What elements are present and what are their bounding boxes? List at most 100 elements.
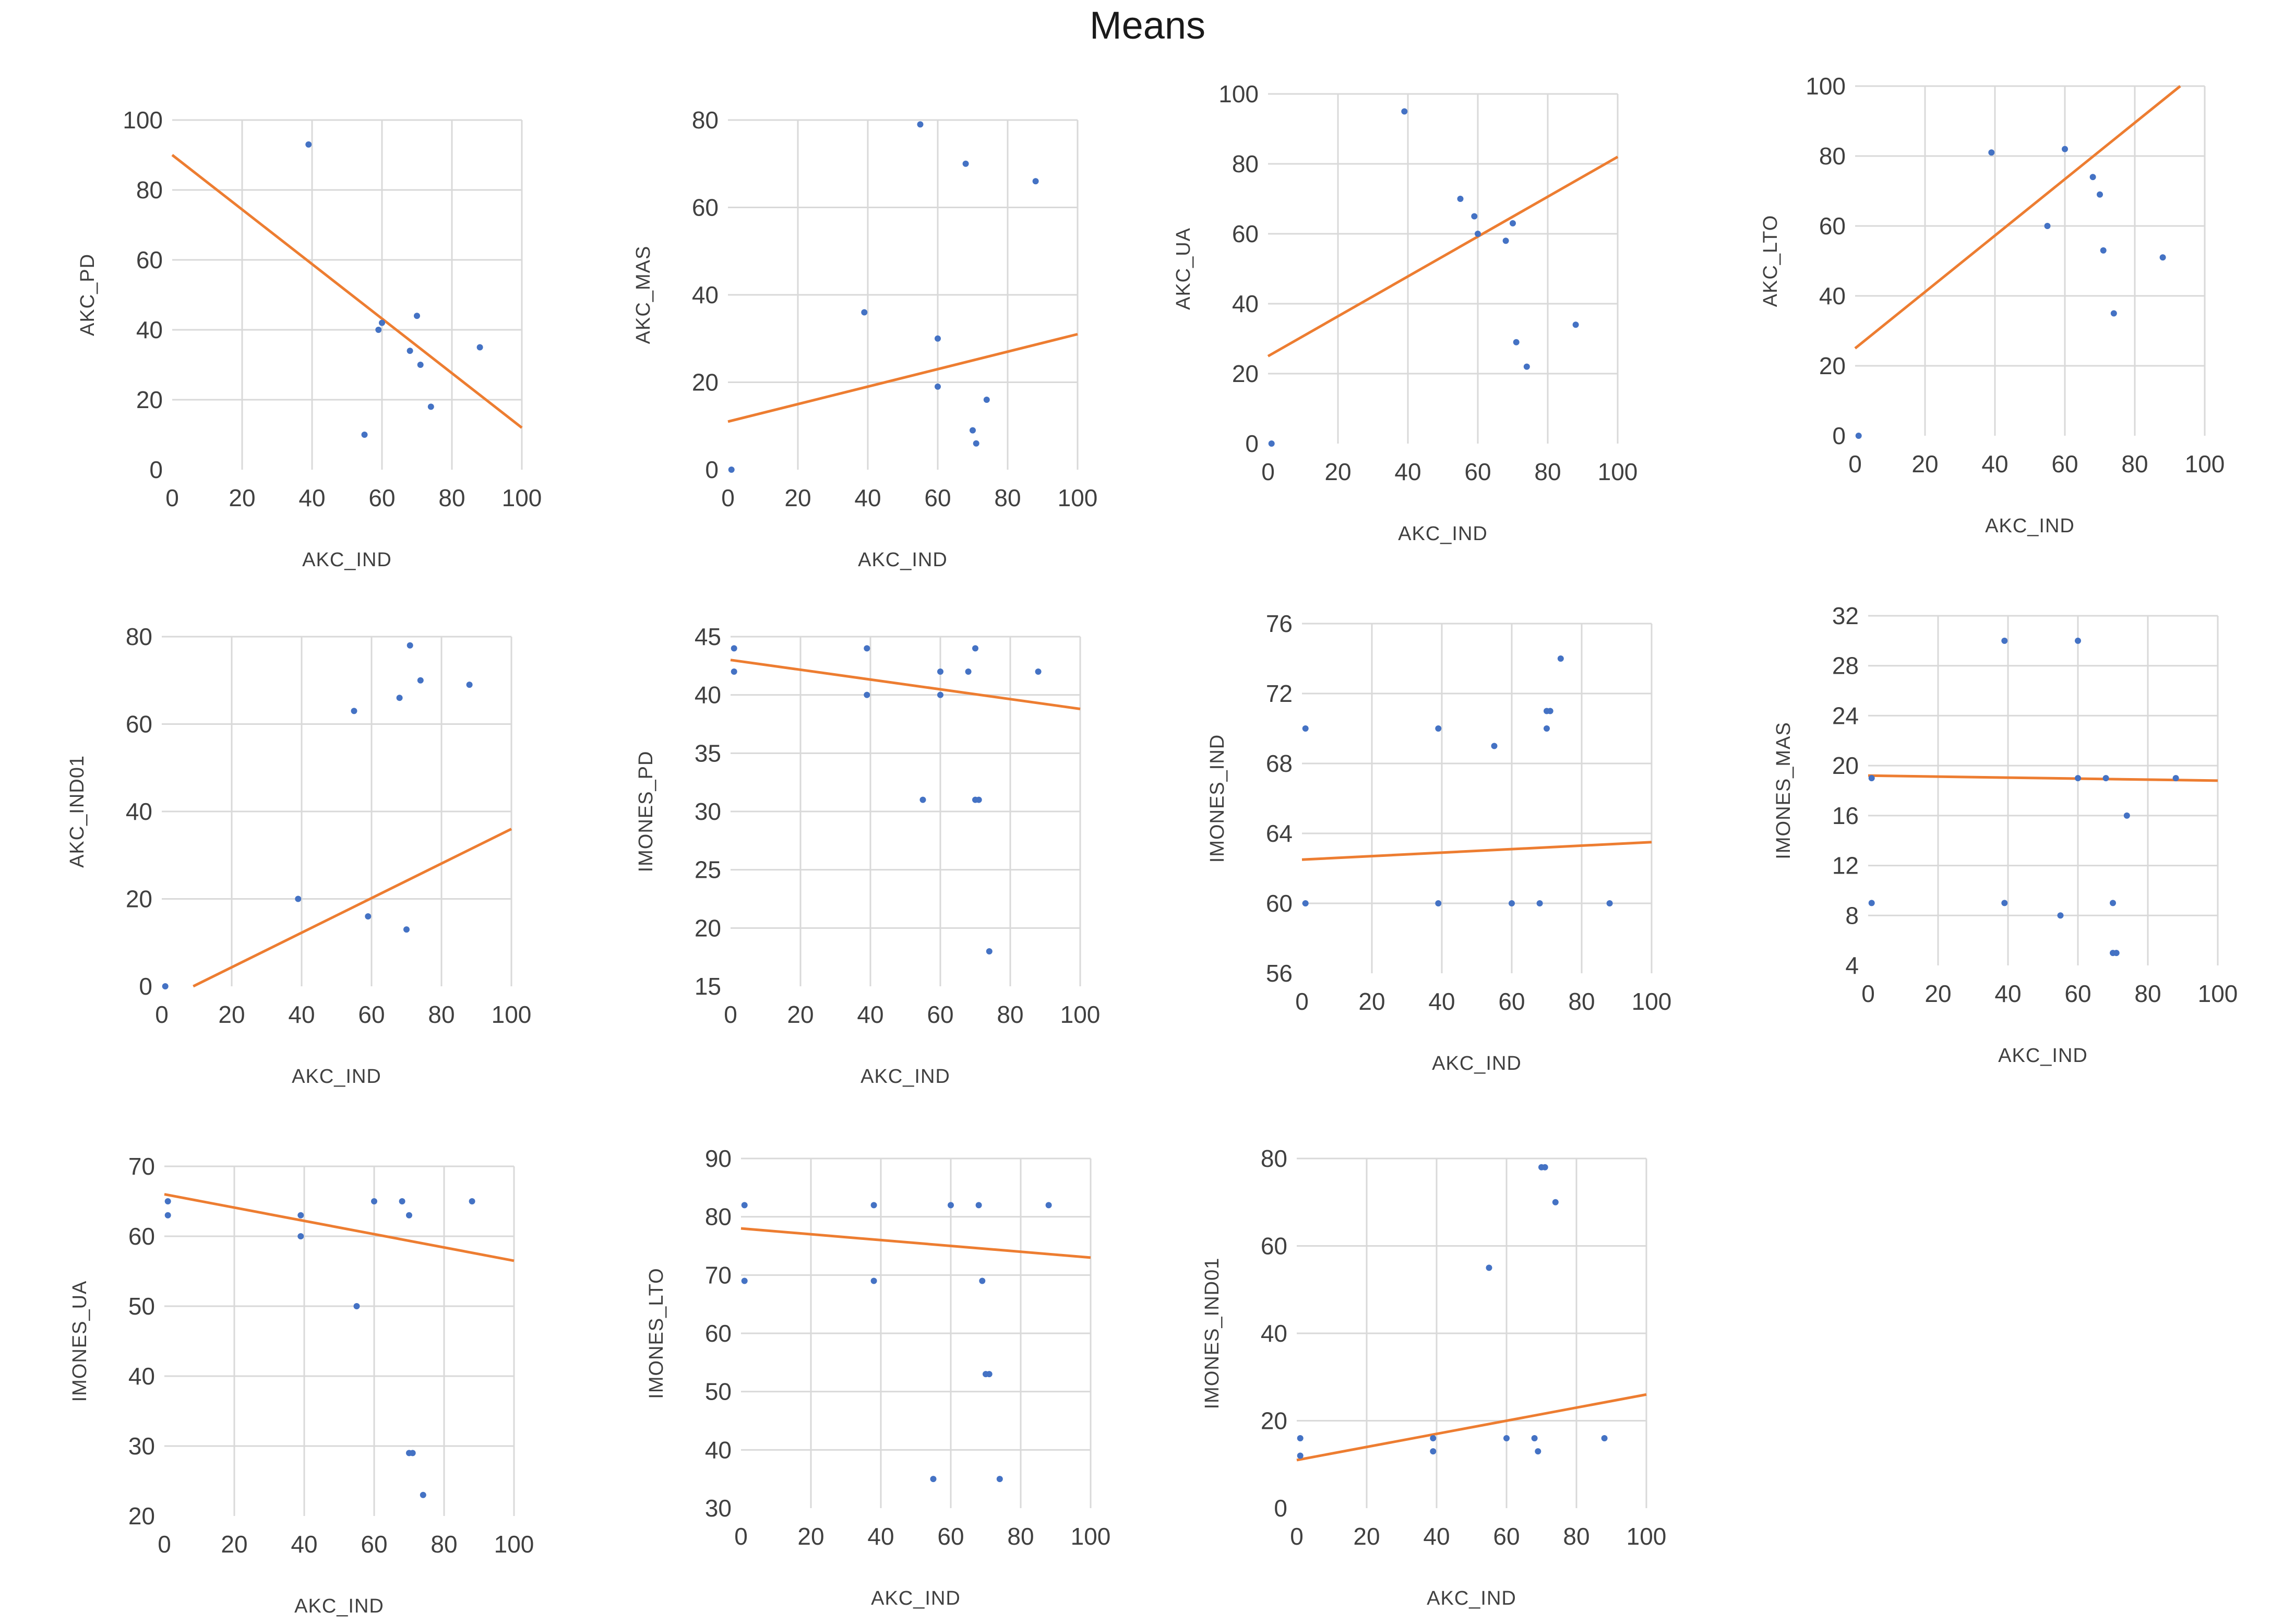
data-point — [1503, 1435, 1510, 1441]
trendline — [1267, 156, 1619, 357]
y-tick-label: 60 — [1266, 890, 1293, 917]
data-point — [399, 1198, 405, 1204]
data-point — [1491, 743, 1498, 749]
y-tick-label: 0 — [705, 456, 719, 483]
x-tick-label: 80 — [1563, 1523, 1589, 1550]
x-tick-label: 80 — [2134, 980, 2161, 1007]
y-tick-label: 56 — [1266, 960, 1293, 987]
x-tick-label: 40 — [1394, 458, 1421, 485]
scatter-panel-11: 0 20 40 60 80 100 0 20 40 60 80 AKC_IND IMONES_IND01 — [1201, 1145, 1666, 1609]
y-axis-title: AKC_UA — [1173, 228, 1194, 310]
y-tick-label: 80 — [1819, 142, 1846, 170]
y-tick-label: 80 — [692, 106, 719, 134]
x-tick-label: 60 — [1498, 988, 1525, 1015]
data-point — [1502, 237, 1509, 244]
y-tick-label: 40 — [1819, 282, 1846, 309]
data-point — [162, 983, 169, 989]
data-point — [2172, 775, 2179, 782]
data-point — [1531, 1435, 1538, 1441]
y-tick-label: 80 — [1232, 150, 1259, 177]
y-tick-label: 25 — [695, 856, 721, 883]
y-tick-label: 0 — [1245, 430, 1259, 457]
chart-title: Means — [1089, 4, 1206, 47]
y-tick-label: 20 — [126, 886, 152, 913]
data-point — [164, 1198, 171, 1204]
data-point — [1471, 213, 1478, 220]
y-axis-title: IMONES_IND — [1206, 734, 1228, 863]
trendline — [1301, 841, 1652, 861]
y-tick-label: 20 — [695, 914, 721, 941]
x-axis-title: AKC_IND — [858, 549, 948, 571]
y-tick-label: 40 — [136, 316, 163, 343]
y-tick-label: 20 — [1261, 1407, 1287, 1435]
x-axis-title: AKC_IND — [292, 1066, 381, 1088]
data-point — [2110, 900, 2116, 906]
x-tick-label: 20 — [1358, 988, 1385, 1015]
data-point — [2100, 247, 2107, 254]
y-tick-label: 40 — [1261, 1320, 1287, 1347]
data-point — [1606, 900, 1613, 906]
data-point — [1430, 1448, 1437, 1455]
data-point — [476, 344, 483, 351]
y-tick-label: 45 — [695, 623, 721, 650]
x-tick-label: 60 — [368, 484, 395, 511]
y-tick-label: 40 — [128, 1363, 155, 1390]
x-tick-label: 60 — [927, 1001, 953, 1028]
x-axis-title: AKC_IND — [294, 1595, 384, 1617]
y-tick-label: 50 — [128, 1293, 155, 1320]
data-point — [407, 642, 413, 649]
data-point — [2075, 775, 2081, 782]
data-point — [297, 1212, 304, 1219]
x-tick-label: 60 — [1464, 458, 1491, 485]
y-axis-title: AKC_IND01 — [66, 755, 88, 868]
x-axis-title: AKC_IND — [1398, 523, 1488, 545]
data-point — [937, 691, 943, 698]
data-point — [1435, 900, 1442, 906]
y-tick-label: 20 — [1832, 752, 1859, 779]
scatter-panel-1: 0 20 40 60 80 100 0 20 40 60 80 100 AKC_IND AKC_PD — [77, 106, 542, 571]
x-tick-label: 80 — [428, 1001, 455, 1028]
data-point — [970, 427, 976, 434]
y-tick-label: 20 — [1232, 360, 1259, 387]
trendline — [193, 828, 512, 988]
data-point — [403, 926, 410, 933]
data-point — [379, 319, 385, 326]
y-tick-label: 60 — [126, 711, 152, 738]
data-point — [1457, 196, 1464, 202]
x-axis-title: AKC_IND — [1985, 515, 2075, 537]
x-axis-title: AKC_IND — [1427, 1587, 1516, 1609]
data-point — [297, 1233, 304, 1239]
data-point — [965, 668, 972, 675]
data-point — [935, 335, 941, 342]
x-tick-label: 100 — [1627, 1523, 1667, 1550]
y-tick-label: 28 — [1832, 652, 1859, 679]
x-tick-label: 80 — [1007, 1523, 1034, 1550]
data-point — [962, 160, 969, 167]
x-axis-title: AKC_IND — [1998, 1045, 2088, 1067]
data-point — [1297, 1435, 1304, 1441]
y-tick-label: 0 — [139, 973, 152, 1000]
data-point — [1510, 220, 1516, 226]
x-tick-label: 100 — [494, 1531, 534, 1558]
data-point — [983, 397, 990, 403]
x-tick-label: 80 — [2121, 450, 2148, 477]
data-point — [1557, 655, 1564, 662]
x-tick-label: 20 — [221, 1531, 247, 1558]
data-point — [864, 691, 870, 698]
y-tick-label: 20 — [128, 1502, 155, 1530]
y-tick-label: 100 — [123, 106, 163, 134]
y-tick-label: 60 — [128, 1223, 155, 1250]
x-tick-label: 60 — [2051, 450, 2078, 477]
x-tick-label: 100 — [2198, 980, 2238, 1007]
x-tick-label: 0 — [158, 1531, 171, 1558]
data-point — [396, 695, 403, 701]
data-point — [1268, 440, 1275, 447]
x-tick-label: 0 — [1861, 980, 1875, 1007]
data-point — [2057, 912, 2064, 919]
data-point — [870, 1277, 877, 1284]
data-point — [469, 1198, 475, 1204]
y-tick-label: 40 — [126, 798, 152, 825]
x-axis-title: AKC_IND — [871, 1587, 961, 1609]
x-tick-label: 0 — [165, 484, 179, 511]
y-tick-label: 24 — [1832, 702, 1859, 729]
